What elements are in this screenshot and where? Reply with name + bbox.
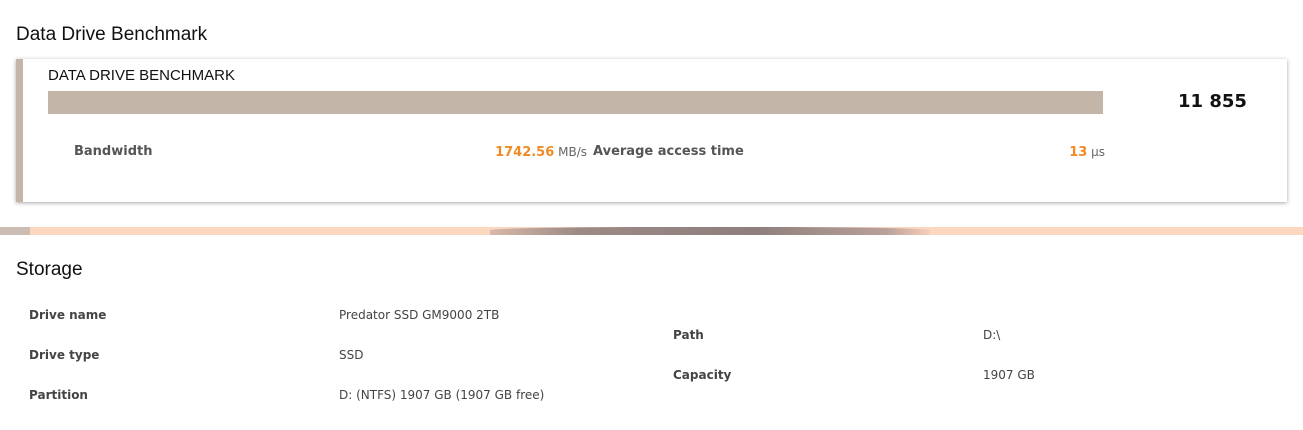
access-time-number: 13: [1069, 145, 1088, 160]
drive-type-label: Drive type: [29, 348, 100, 362]
background-image-strip: [0, 227, 1303, 235]
bandwidth-number: 1742.56: [495, 145, 555, 160]
score-value: 11 855: [1178, 91, 1247, 112]
capacity-value: 1907 GB: [983, 368, 1035, 382]
benchmark-heading: Data Drive Benchmark: [16, 24, 208, 45]
drive-name-label: Drive name: [29, 308, 107, 322]
partition-label: Partition: [29, 388, 88, 402]
benchmark-card: DATA DRIVE BENCHMARK 11 855 Bandwidth 17…: [16, 59, 1287, 202]
bandwidth-value: 1742.56 MB/s: [495, 145, 587, 160]
partition-value: D: (NTFS) 1907 GB (1907 GB free): [339, 388, 545, 402]
drive-name-value: Predator SSD GM9000 2TB: [339, 308, 500, 322]
score-bar-fill: [48, 91, 1103, 114]
path-label: Path: [673, 328, 704, 342]
storage-heading: Storage: [16, 259, 83, 280]
bandwidth-unit: MB/s: [558, 145, 587, 159]
access-time-value: 13 µs: [1069, 145, 1105, 160]
drive-type-value: SSD: [339, 348, 364, 362]
access-time-unit: µs: [1091, 145, 1105, 159]
bandwidth-label: Bandwidth: [74, 144, 153, 159]
path-value: D:\: [983, 328, 1001, 342]
capacity-label: Capacity: [673, 368, 732, 382]
card-title: DATA DRIVE BENCHMARK: [48, 67, 235, 84]
score-bar: [48, 91, 1103, 114]
access-time-label: Average access time: [593, 144, 744, 159]
